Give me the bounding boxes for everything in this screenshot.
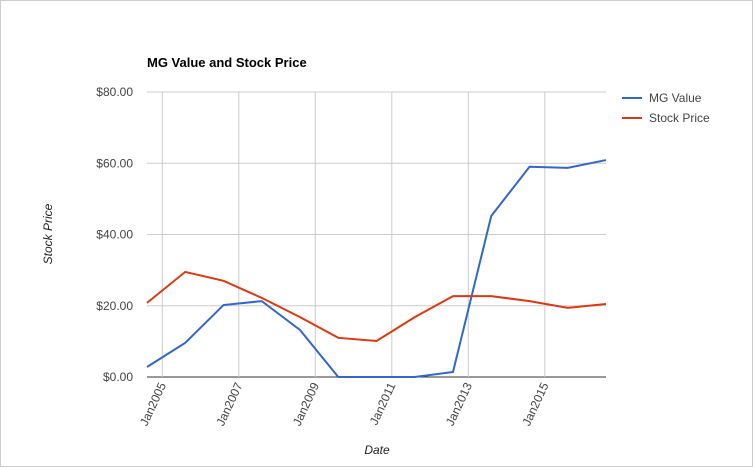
y-tick-label: $40.00 [96,228,133,242]
data-line [146,270,607,343]
y-tick-label: $20.00 [96,299,133,313]
legend-label: Stock Price [649,111,710,125]
x-axis-title: Date [364,443,390,457]
y-axis-title: Stock Price [41,203,55,264]
y-tick-label: $80.00 [96,85,133,99]
chart-title: MG Value and Stock Price [147,55,307,70]
y-tick-label: $60.00 [96,156,133,170]
data-line [146,159,607,378]
y-tick-label: $0.00 [103,370,133,384]
legend-label: MG Value [649,91,702,105]
